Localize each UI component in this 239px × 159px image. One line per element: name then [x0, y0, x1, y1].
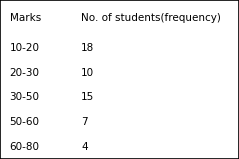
- Text: 18: 18: [81, 43, 94, 53]
- Text: 60-80: 60-80: [10, 142, 40, 152]
- Bar: [0, 60, 72, 85]
- Bar: [72, 134, 239, 159]
- Bar: [0, 110, 72, 134]
- Text: 20-30: 20-30: [10, 68, 40, 78]
- Text: 15: 15: [81, 92, 94, 102]
- Bar: [72, 60, 239, 85]
- Bar: [0, 85, 72, 110]
- Text: 4: 4: [81, 142, 88, 152]
- Text: 7: 7: [81, 117, 88, 127]
- Bar: [0, 0, 72, 36]
- Bar: [72, 0, 239, 36]
- Text: 50-60: 50-60: [10, 117, 40, 127]
- Text: 10-20: 10-20: [10, 43, 40, 53]
- Text: 30-50: 30-50: [10, 92, 40, 102]
- Bar: [72, 85, 239, 110]
- Bar: [72, 36, 239, 60]
- Bar: [0, 134, 72, 159]
- Text: No. of students(frequency): No. of students(frequency): [81, 13, 221, 23]
- Bar: [72, 110, 239, 134]
- Text: Marks: Marks: [10, 13, 41, 23]
- Bar: [0, 36, 72, 60]
- Text: 10: 10: [81, 68, 94, 78]
